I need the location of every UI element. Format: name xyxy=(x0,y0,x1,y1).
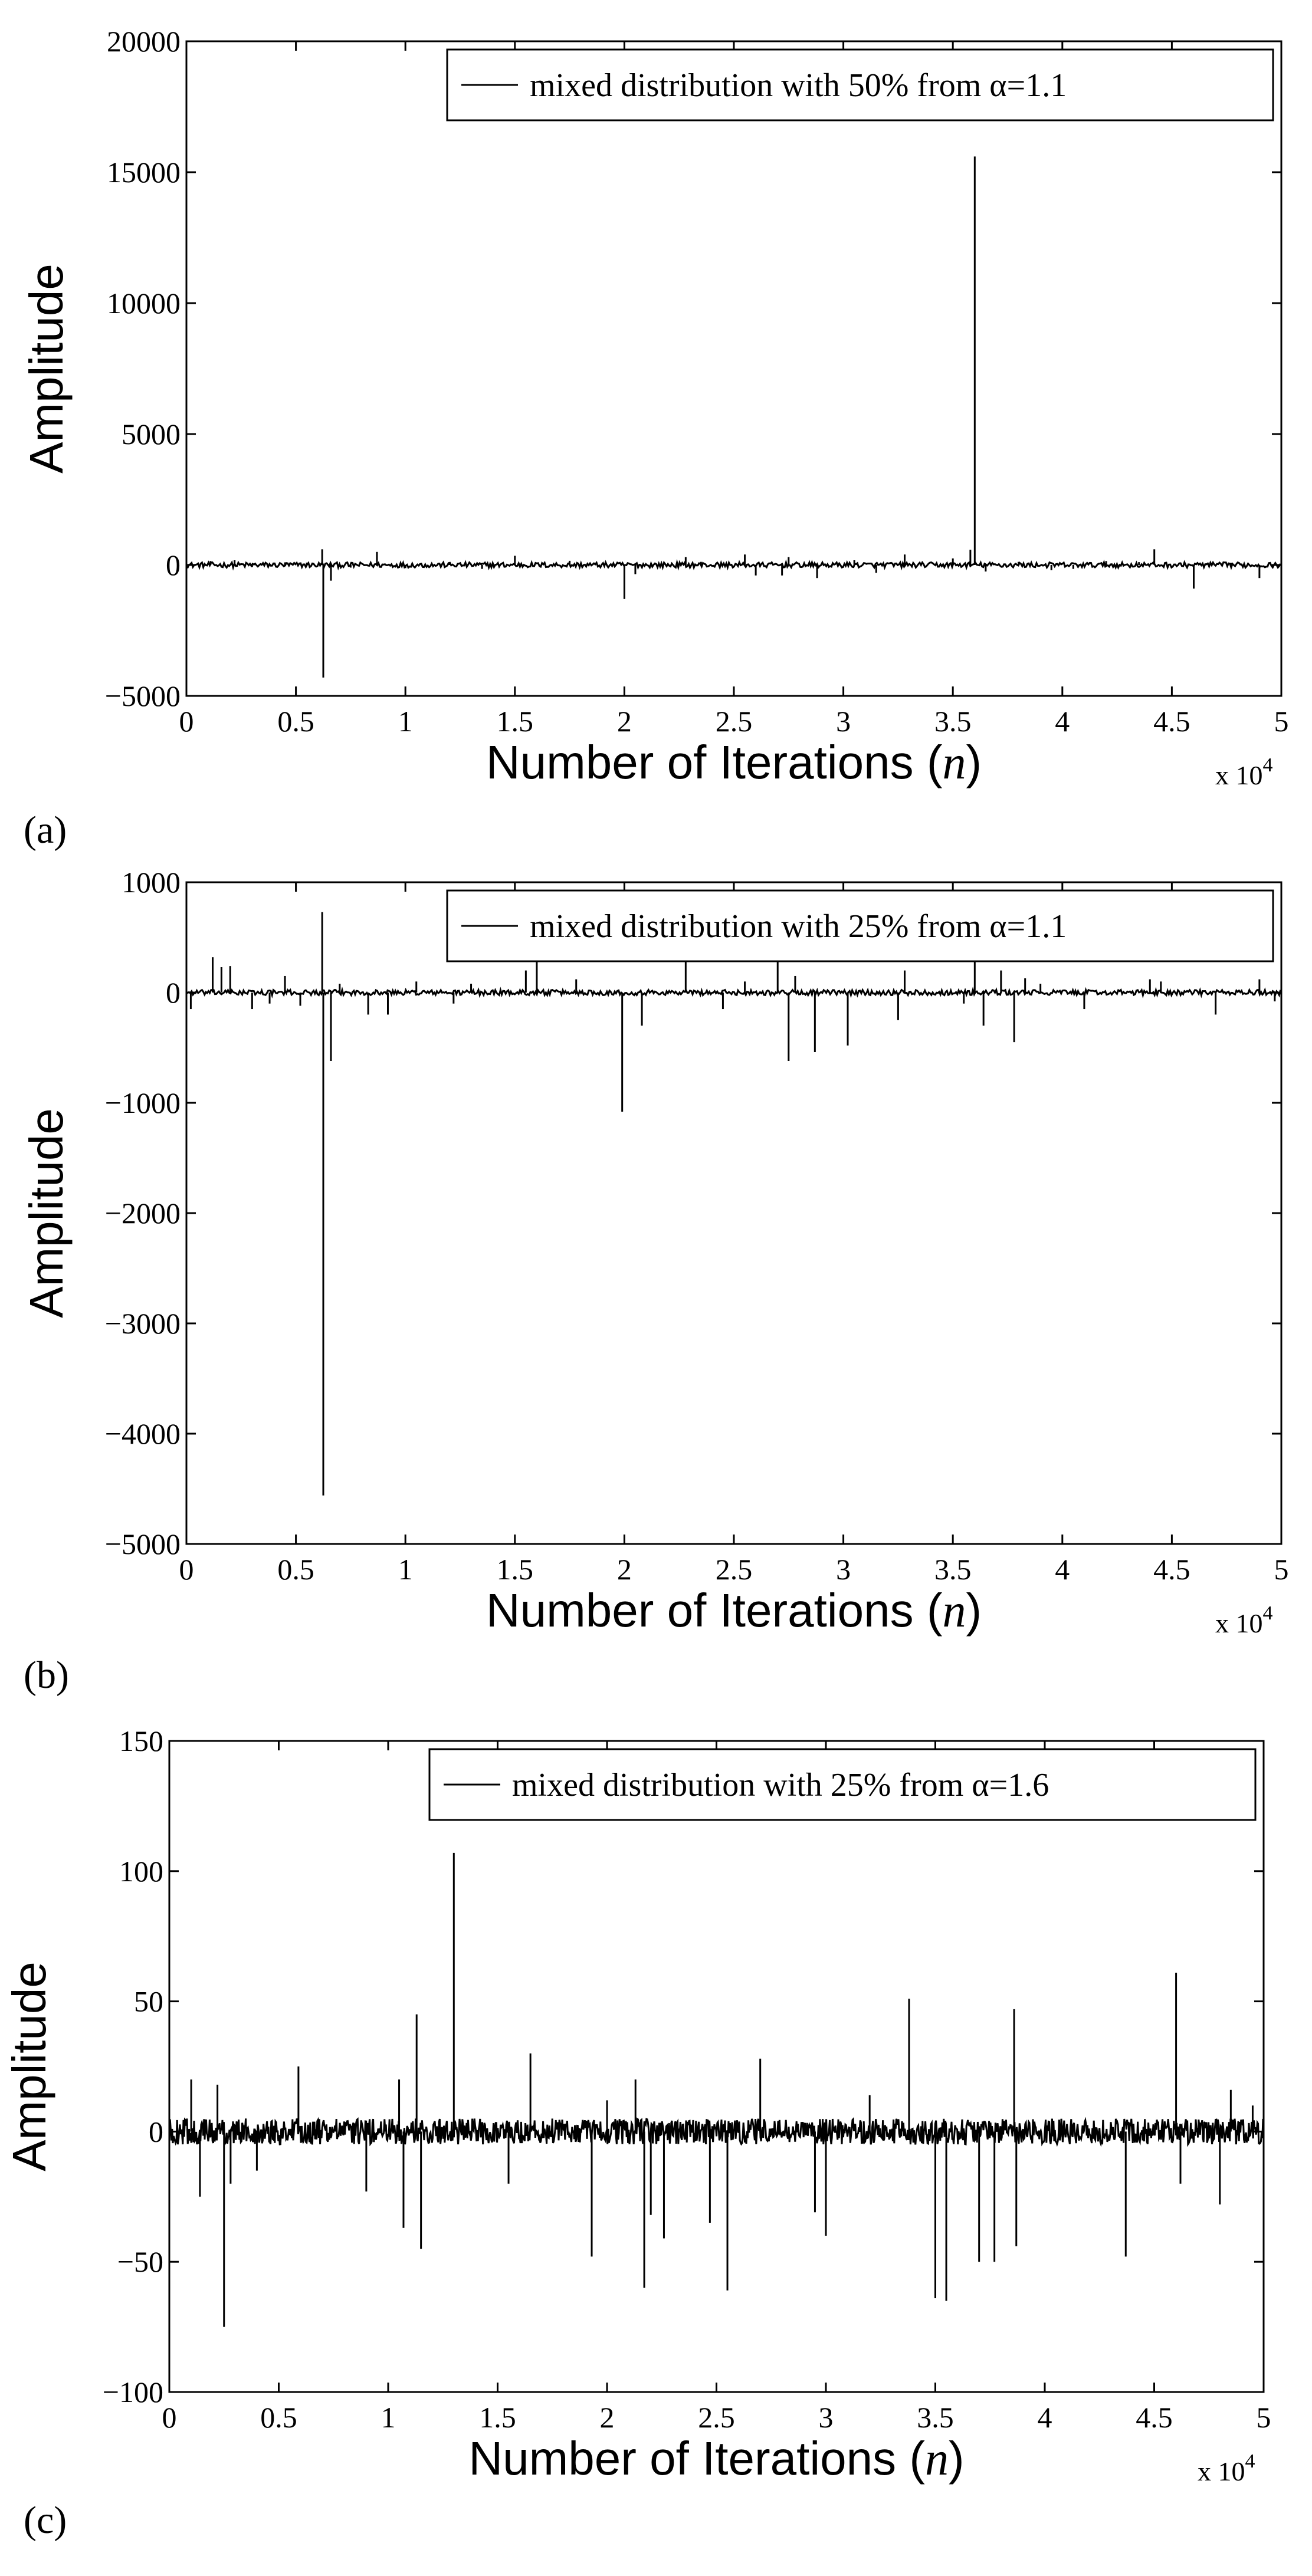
chart-c-x-scale-label: x 104 xyxy=(1198,2450,1255,2486)
chart-b-y-tick-label: −1000 xyxy=(105,1086,181,1119)
chart-c-x-tick-label: 3 xyxy=(819,2401,834,2434)
chart-b-y-axis: −5000 −4000 −3000 −2000 −1000 0 1000 xyxy=(105,866,1281,1560)
chart-a-x-scale-label: x 104 xyxy=(1215,754,1273,790)
chart-c-baseline-line xyxy=(168,2117,1264,2147)
chart-b-y-tick-label: −2000 xyxy=(105,1197,181,1230)
chart-c-legend-box xyxy=(428,1748,1257,1821)
chart-c-x-axis-title: Number of Iterations (n) xyxy=(468,2432,964,2485)
chart-c-y-tick-label: 150 xyxy=(119,1724,163,1757)
chart-c-y-tick-label: −100 xyxy=(103,2375,163,2409)
chart-c-svg: 0 0.5 1 1.5 2 2.5 3 3.5 4 4.5 5 −100 −50 0 50 100 150 Num… xyxy=(3,1724,1271,2486)
chart-a-legend-box xyxy=(446,48,1274,121)
chart-a-x-tick-label: 2.5 xyxy=(716,705,753,738)
chart-b-y-tick-label: −3000 xyxy=(105,1307,181,1340)
chart-c-legend: mixed distribution with 25% from α=1.6 xyxy=(428,1748,1257,1821)
chart-c-y-tick-label: 100 xyxy=(119,1855,163,1888)
chart-c-x-tick-label: 2.5 xyxy=(698,2401,735,2434)
chart-a-legend: mixed distribution with 50% from α=1.1 xyxy=(446,48,1274,121)
chart-c-legend-label: mixed distribution with 25% from α=1.6 xyxy=(512,1767,1049,1803)
chart-b-x-tick-label: 0 xyxy=(179,1553,194,1586)
chart-c-x-tick-label: 2 xyxy=(600,2401,615,2434)
chart-a-x-tick-label: 4 xyxy=(1055,705,1070,738)
chart-a-series xyxy=(186,156,1281,678)
chart-b-series xyxy=(186,912,1282,1496)
chart-c-x-tick-label: 1.5 xyxy=(479,2401,516,2434)
chart-b-y-axis-title: Amplitude xyxy=(20,1108,73,1318)
chart-c-y-tick-label: −50 xyxy=(117,2245,163,2278)
chart-c-y-axis: −100 −50 0 50 100 150 xyxy=(103,1724,1264,2409)
chart-a-y-tick-label: 15000 xyxy=(107,156,181,189)
chart-panel-c: 0 0.5 1 1.5 2 2.5 3 3.5 4 4.5 5 −100 −50 0 50 100 150 Num… xyxy=(0,1720,1312,2576)
chart-c-y-tick-label: 0 xyxy=(149,2115,163,2148)
chart-c-x-tick-label: 1 xyxy=(381,2401,396,2434)
chart-b-x-tick-label: 4 xyxy=(1055,1553,1070,1586)
chart-c-x-tick-label: 0.5 xyxy=(260,2401,297,2434)
panel-label-b: (b) xyxy=(24,1654,69,1697)
chart-a-y-tick-label: 0 xyxy=(166,548,181,581)
chart-b-svg: 0 0.5 1 1.5 2 2.5 3 3.5 4 4.5 5 −5000 −4000 −3000 −200… xyxy=(20,866,1289,1638)
chart-b-y-tick-label: −4000 xyxy=(105,1417,181,1450)
chart-b-x-tick-label: 2 xyxy=(617,1553,632,1586)
chart-b-x-scale-label: x 104 xyxy=(1215,1602,1273,1638)
chart-panel-b: 0 0.5 1 1.5 2 2.5 3 3.5 4 4.5 5 −5000 −4000 −3000 −200… xyxy=(0,860,1312,1720)
chart-b-x-tick-label: 5 xyxy=(1274,1553,1289,1586)
chart-c-y-axis-title: Amplitude xyxy=(3,1961,55,2171)
chart-b-plot-frame xyxy=(185,881,1283,1545)
chart-c-plot-frame xyxy=(168,1740,1265,2393)
chart-a-y-axis-title: Amplitude xyxy=(20,264,73,474)
chart-b-baseline-line xyxy=(186,986,1282,999)
chart-a-x-tick-label: 2 xyxy=(617,705,632,738)
chart-c-series xyxy=(168,1852,1264,2327)
chart-a-legend-label: mixed distribution with 50% from α=1.1 xyxy=(530,67,1067,104)
chart-a-x-tick-label: 5 xyxy=(1274,705,1289,738)
chart-b-x-tick-label: 1.5 xyxy=(497,1553,534,1586)
chart-b-legend-label: mixed distribution with 25% from α=1.1 xyxy=(530,908,1067,945)
chart-c-x-tick-label: 4.5 xyxy=(1136,2401,1173,2434)
chart-a-x-tick-label: 3 xyxy=(836,705,851,738)
chart-b-x-tick-label: 3.5 xyxy=(934,1553,972,1586)
chart-c-x-tick-label: 3.5 xyxy=(917,2401,954,2434)
chart-a-y-tick-label: 20000 xyxy=(107,25,181,58)
chart-b-legend-box xyxy=(446,889,1274,962)
chart-a-x-tick-label: 1 xyxy=(398,705,413,738)
chart-c-x-axis: 0 0.5 1 1.5 2 2.5 3 3.5 4 4.5 5 xyxy=(162,1741,1271,2434)
chart-b-y-tick-label: 0 xyxy=(166,976,181,1009)
chart-a-baseline-line xyxy=(186,558,1281,571)
chart-a-svg: 0 0.5 1 1.5 2 2.5 3 3.5 4 4.5 5−500005000100001500… xyxy=(20,25,1289,790)
panel-label-c: (c) xyxy=(24,2499,67,2542)
chart-b-y-tick-label: 1000 xyxy=(122,866,181,899)
chart-a-x-tick-label: 1.5 xyxy=(497,705,534,738)
chart-a-x-tick-label: 4.5 xyxy=(1153,705,1190,738)
chart-c-y-tick-label: 50 xyxy=(134,1985,163,2018)
chart-panel-a: 0 0.5 1 1.5 2 2.5 3 3.5 4 4.5 5 −5000 0 5000 10000 1500… xyxy=(0,0,1312,860)
chart-a-x-axis: 0 0.5 1 1.5 2 2.5 3 3.5 4 4.5 5 xyxy=(179,41,1289,738)
panel-label-a: (a) xyxy=(24,809,67,852)
chart-a-x-tick-label: 0 xyxy=(179,705,194,738)
chart-a-y-tick-label: 5000 xyxy=(122,418,181,451)
chart-b-x-axis-title: Number of Iterations (n) xyxy=(486,1584,982,1637)
chart-a-plot-frame xyxy=(185,40,1283,697)
chart-c-x-tick-label: 4 xyxy=(1038,2401,1052,2434)
chart-b-x-tick-label: 4.5 xyxy=(1153,1553,1190,1586)
chart-b-x-axis: 0 0.5 1 1.5 2 2.5 3 3.5 4 4.5 5 xyxy=(179,882,1289,1586)
chart-b-x-tick-label: 0.5 xyxy=(277,1553,314,1586)
chart-b-y-tick-label: −5000 xyxy=(105,1527,181,1560)
chart-a-x-tick-label: 0.5 xyxy=(277,705,314,738)
chart-b-x-tick-label: 2.5 xyxy=(716,1553,753,1586)
chart-b-x-tick-label: 1 xyxy=(398,1553,413,1586)
chart-c-x-tick-label: 5 xyxy=(1257,2401,1271,2434)
chart-a-y-axis: −5000 0 5000 10000 15000 20000 xyxy=(105,25,1281,712)
chart-c-x-tick-label: 0 xyxy=(162,2401,177,2434)
chart-a-y-tick-label: 10000 xyxy=(107,287,181,320)
chart-b-x-tick-label: 3 xyxy=(836,1553,851,1586)
chart-b-legend: mixed distribution with 25% from α=1.1 xyxy=(446,889,1274,962)
chart-a-x-axis-title: Number of Iterations (n) xyxy=(486,736,982,789)
chart-a-x-tick-label: 3.5 xyxy=(934,705,972,738)
chart-a-y-tick-label: −5000 xyxy=(105,679,181,712)
